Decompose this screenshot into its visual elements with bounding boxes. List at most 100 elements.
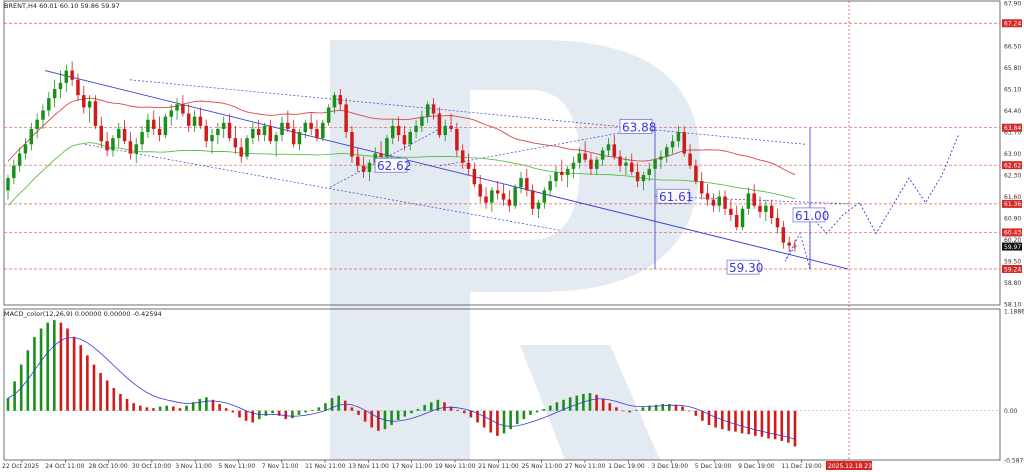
candle-body [274, 135, 278, 142]
candle-body [513, 187, 517, 206]
candle [641, 171, 646, 191]
macd-bar [172, 406, 175, 411]
price-label-bg [1002, 161, 1022, 170]
candle [606, 138, 611, 157]
price-tick-label: 58.80 [1004, 280, 1021, 287]
candle-body [326, 107, 331, 123]
candle-body [29, 128, 34, 145]
candle [495, 181, 500, 200]
candle [565, 165, 570, 188]
macd-bar [178, 408, 182, 411]
candle-body [740, 208, 745, 228]
price-label-text: 59.97 [1004, 244, 1021, 251]
macd-bar [205, 397, 208, 411]
candle-body [769, 205, 774, 218]
macd-bar [317, 407, 321, 411]
macd-bar [350, 407, 354, 411]
macd-bar [324, 403, 327, 411]
macd-bar [529, 410, 532, 415]
price-tick-label: 66.50 [1004, 44, 1021, 51]
macd-bar [198, 398, 202, 411]
candle-body [793, 245, 797, 247]
price-tick-label: 60.20 [1004, 237, 1021, 244]
candle-body [280, 122, 284, 136]
macd-bar [112, 388, 116, 411]
annotation-label: 61.00 [795, 209, 829, 223]
candle [653, 156, 657, 175]
candle-body [315, 128, 319, 139]
candle [472, 162, 477, 188]
macd-bar [337, 395, 340, 411]
candle [542, 187, 547, 209]
macd-bar [79, 345, 83, 411]
macd-bar [668, 403, 671, 411]
time-tick-label: 1 Dec 19:00 [608, 463, 645, 470]
candle-body [64, 70, 69, 83]
macd-bar [674, 404, 678, 411]
candle-body [350, 132, 354, 157]
candle [146, 113, 150, 139]
candle [99, 116, 104, 148]
candle-body [303, 122, 308, 132]
candle-body [694, 165, 698, 182]
price-label-bg [1002, 19, 1022, 28]
macd-tick-label: 0.00 [1004, 408, 1018, 415]
candle [682, 125, 686, 157]
candle [554, 165, 558, 188]
macd-bar [66, 328, 69, 411]
macd-bar [767, 410, 770, 439]
macd-bar [224, 408, 228, 411]
candle [694, 159, 698, 185]
candle-body [122, 128, 127, 142]
macd-bar [575, 395, 579, 411]
candle [326, 104, 331, 126]
macd-bar [562, 399, 565, 411]
candle [204, 119, 208, 148]
candle-body [624, 162, 628, 166]
annotation-label: 62.62 [377, 159, 411, 173]
time-tick-label: 3 Dec 19:00 [652, 463, 689, 470]
level-lines [4, 22, 1000, 270]
candle [740, 205, 745, 231]
candle-body [705, 193, 710, 200]
candle-body [356, 156, 360, 166]
candle-body [764, 205, 768, 212]
candle-body [239, 147, 243, 157]
macd-bar [377, 410, 380, 431]
macd-bar [310, 409, 314, 411]
macd-bar [714, 410, 717, 428]
candle [670, 135, 675, 154]
candle-body [525, 178, 529, 191]
candle-body [717, 196, 721, 206]
candle-body [530, 190, 535, 209]
candle [338, 89, 343, 111]
candle-body [128, 141, 133, 154]
candle-body [233, 138, 238, 148]
candle-body [175, 104, 179, 111]
candlesticks [6, 61, 797, 252]
time-axis: 22 Oct 2025 24 Oct 11:00 28 Oct 10:00 30 Oc… [2, 460, 882, 470]
macd-bar [754, 410, 757, 436]
candle-body [571, 162, 576, 169]
macd-tick-label: -0.58763 [1004, 458, 1024, 465]
macd-bar [363, 410, 367, 422]
candle-body [490, 190, 494, 203]
macd-bar [297, 410, 301, 415]
macd-bar [145, 407, 149, 411]
macd-bar [264, 410, 268, 416]
macd-bar [515, 410, 519, 425]
macd-bar [780, 410, 784, 441]
candle [583, 141, 587, 163]
candle [501, 184, 506, 206]
macd-bar [555, 402, 559, 411]
candle-body [653, 159, 657, 169]
candle-body [606, 144, 611, 151]
candle-body [630, 162, 634, 172]
macd-bar [701, 410, 704, 421]
candle [548, 175, 552, 197]
candle-body [670, 141, 675, 148]
annotation-label: 61.61 [659, 190, 693, 204]
macd-bar [396, 410, 400, 420]
candle [29, 122, 34, 151]
wave-line [439, 126, 656, 167]
